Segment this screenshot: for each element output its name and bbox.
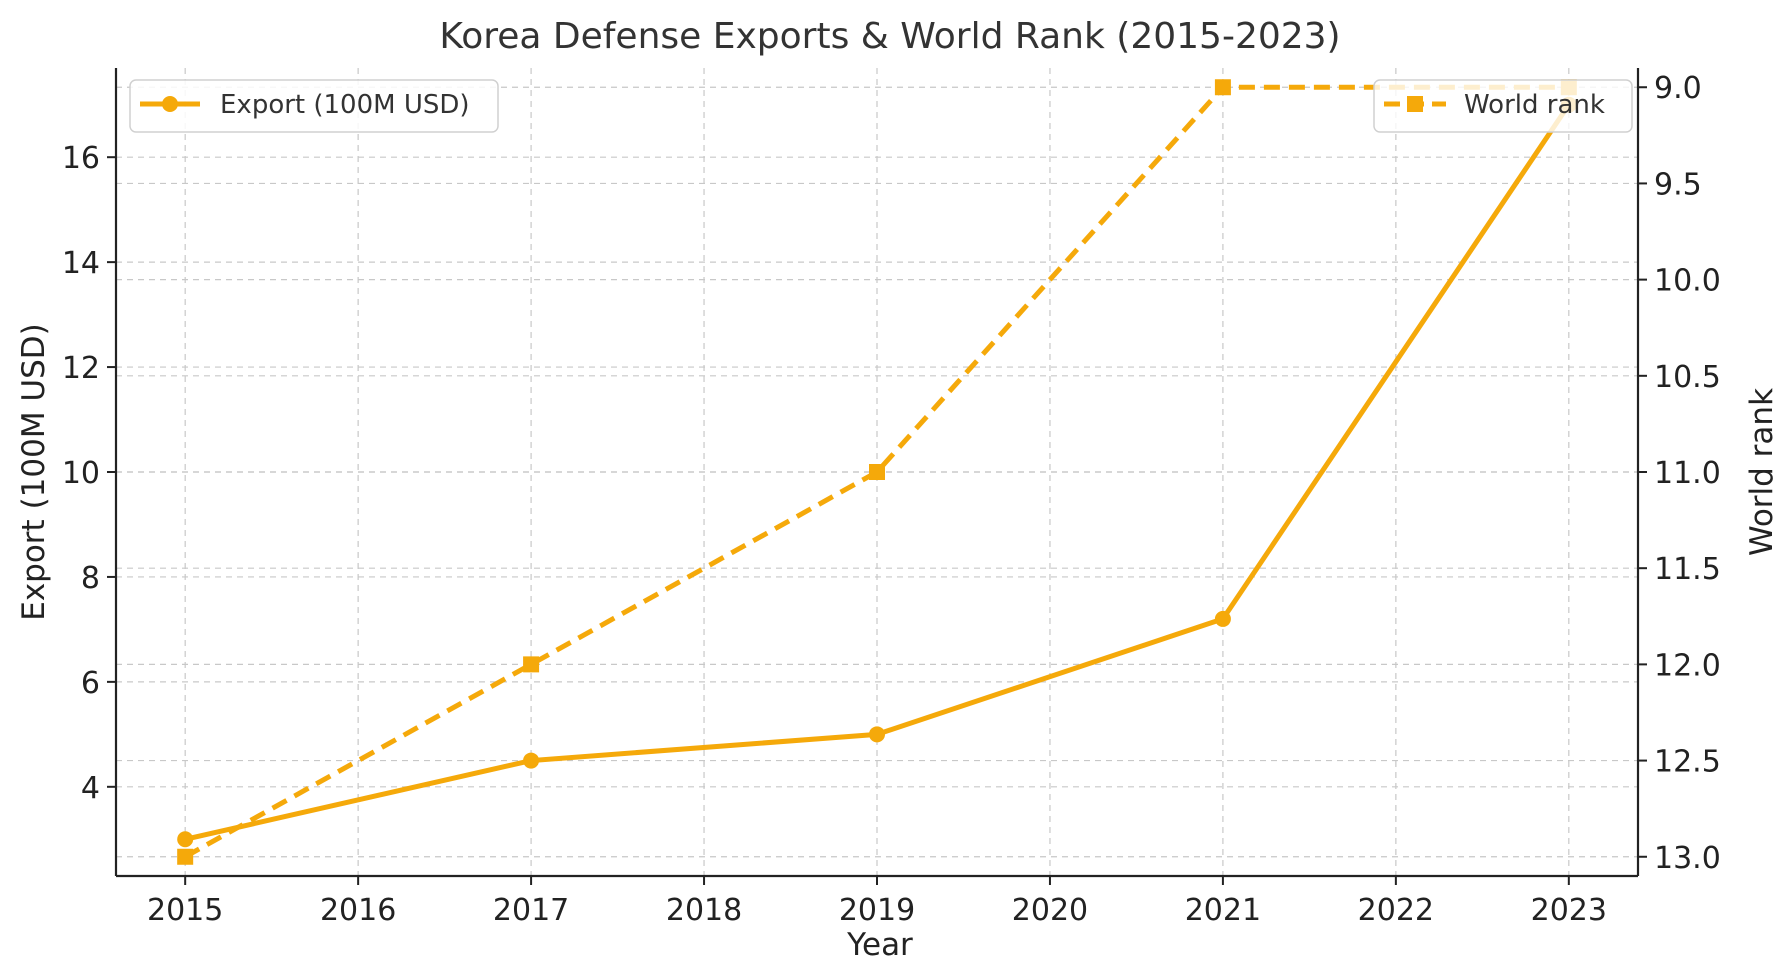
right-y-tick-label: 10.0 (1654, 264, 1721, 299)
data-point-world-rank (523, 656, 540, 673)
x-tick-label: 2016 (320, 893, 396, 928)
right-y-tick-label: 13.0 (1654, 841, 1721, 876)
legend-export: Export (100M USD) (129, 79, 499, 133)
left-y-tick-label: 14 (62, 246, 100, 281)
x-tick-label: 2018 (666, 893, 742, 928)
data-point-world-rank (1214, 79, 1231, 96)
left-y-tick-label: 10 (62, 456, 100, 491)
data-point-export-100m-usd (1214, 610, 1231, 627)
x-tick-label: 2015 (147, 893, 223, 928)
data-point-export-100m-usd (869, 726, 885, 743)
x-tick-label: 2023 (1531, 893, 1607, 928)
right-y-tick-label: 12.5 (1654, 745, 1721, 780)
legend-rank-box (1373, 79, 1633, 133)
left-y-axis-label: Export (100M USD) (16, 323, 52, 621)
right-y-tick-label: 10.5 (1654, 360, 1721, 395)
x-tick-label: 2020 (1012, 893, 1088, 928)
x-tick-label: 2021 (1185, 893, 1261, 928)
data-point-export-100m-usd (523, 752, 540, 769)
series-line-world-rank (183, 84, 1569, 859)
legend-rank-marker (1407, 96, 1423, 112)
x-tick-label: 2022 (1358, 893, 1434, 928)
right-y-tick-label: 11.0 (1654, 456, 1721, 491)
right-y-tick-label: 9.5 (1654, 167, 1702, 202)
ticks: 2015 2016 2017 2018 2019 2020 2021 2022 2023 4 6 8 1… (62, 71, 1721, 928)
left-y-tick-label: 4 (81, 771, 100, 806)
x-tick-label: 2017 (493, 893, 569, 928)
series (177, 79, 1577, 865)
legend-export-marker (162, 96, 178, 112)
legend-rank-label: World rank (1464, 90, 1605, 120)
left-y-tick-label: 12 (62, 351, 100, 386)
left-y-tick-label: 16 (62, 141, 100, 176)
right-y-tick-label: 12.0 (1654, 648, 1721, 683)
data-point-world-rank (869, 464, 885, 480)
data-point-world-rank (177, 848, 194, 865)
x-axis-label: Year (846, 927, 913, 963)
data-point-export-100m-usd (177, 831, 194, 848)
legend-rank: World rank (1373, 79, 1633, 133)
right-y-tick-label: 11.5 (1654, 552, 1721, 587)
legend-export-label: Export (100M USD) (220, 90, 470, 120)
legend-export-box (129, 79, 499, 133)
x-tick-label: 2019 (839, 893, 915, 928)
right-y-tick-label: 9.0 (1654, 71, 1702, 106)
right-y-axis-label: World rank (1744, 388, 1780, 556)
left-y-tick-label: 6 (81, 666, 100, 701)
chart-title: Korea Defense Exports & World Rank (2015… (439, 16, 1340, 57)
left-y-tick-label: 8 (81, 561, 100, 596)
